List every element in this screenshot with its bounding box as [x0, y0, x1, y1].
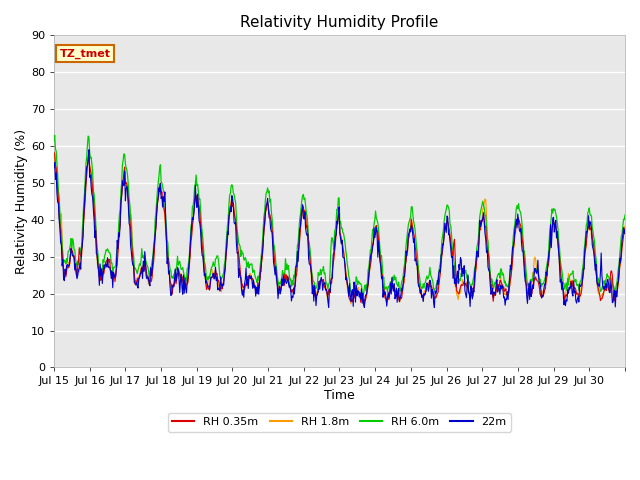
X-axis label: Time: Time — [324, 389, 355, 402]
Legend: RH 0.35m, RH 1.8m, RH 6.0m, 22m: RH 0.35m, RH 1.8m, RH 6.0m, 22m — [168, 413, 511, 432]
Text: TZ_tmet: TZ_tmet — [60, 48, 111, 59]
Y-axis label: Relativity Humidity (%): Relativity Humidity (%) — [15, 129, 28, 274]
Title: Relativity Humidity Profile: Relativity Humidity Profile — [240, 15, 438, 30]
